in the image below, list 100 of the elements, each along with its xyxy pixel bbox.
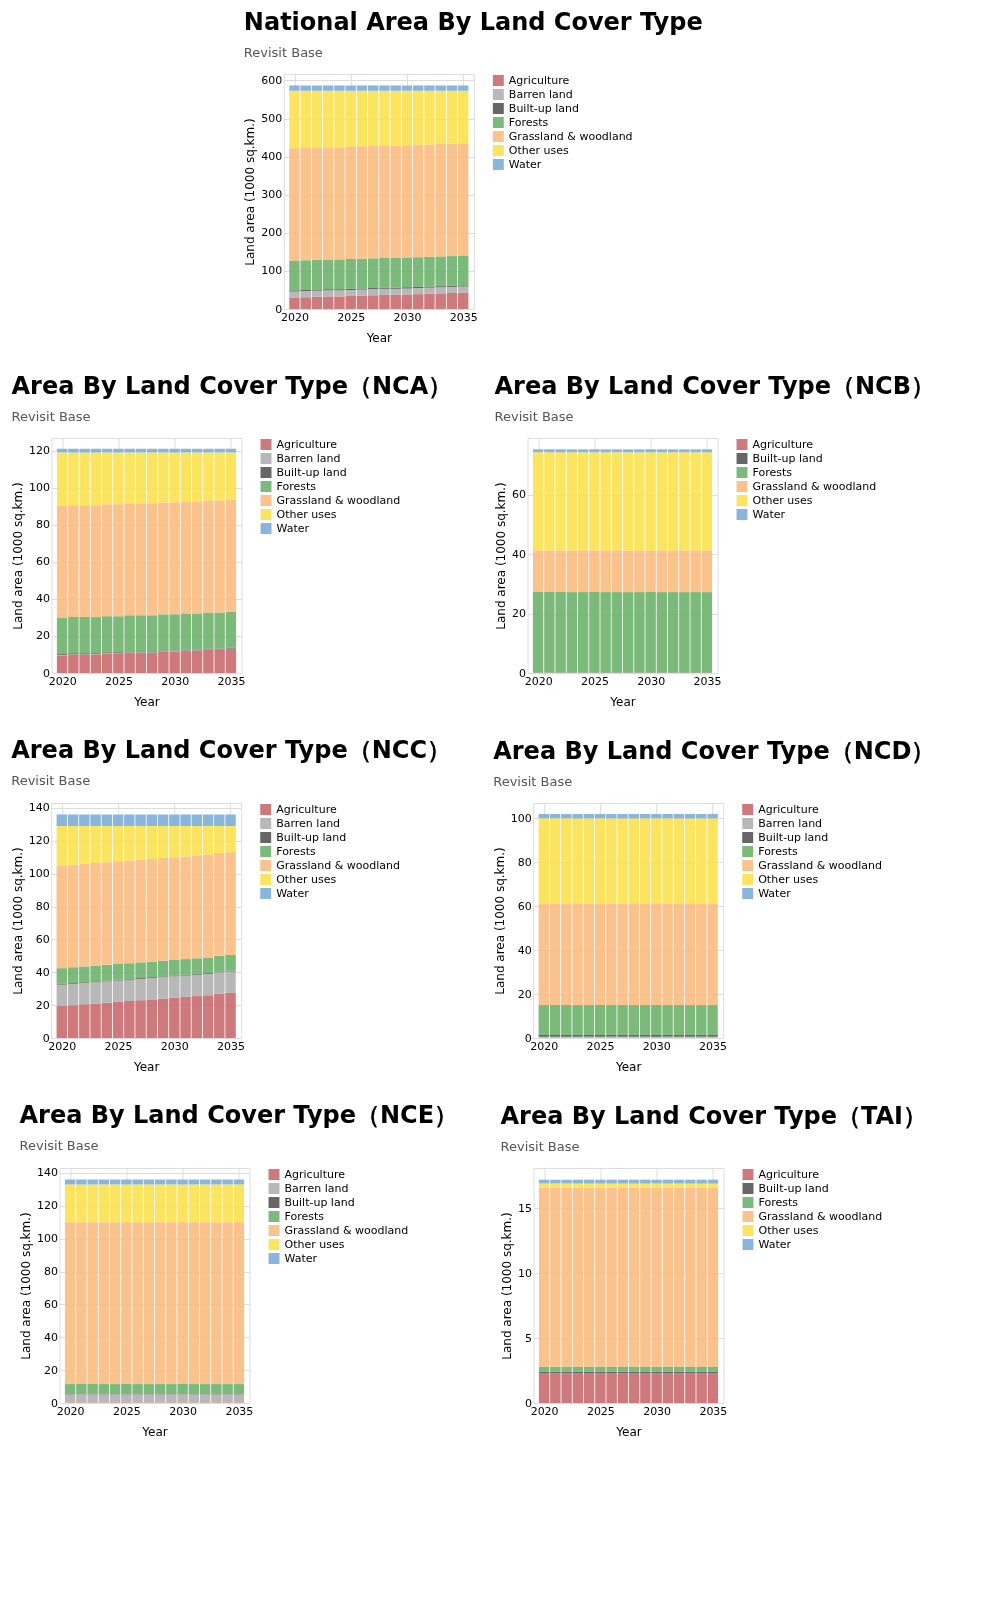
- x-tick-label: 2035: [225, 1404, 254, 1418]
- chart-title: Area By Land Cover Type（NCB）: [494, 372, 935, 400]
- chart-title: Area By Land Cover Type（NCE）: [19, 1100, 459, 1129]
- y-tick-label: 80: [44, 1265, 58, 1279]
- y-tick-label: 40: [35, 965, 50, 979]
- y-tick-label: 15: [518, 1201, 532, 1215]
- legend-label: Agriculture: [284, 1167, 346, 1181]
- x-axis-title: Year: [365, 330, 393, 345]
- legend-label: Forests: [276, 844, 316, 858]
- legend-label: Water: [284, 1251, 318, 1265]
- y-tick-label: 60: [512, 488, 527, 502]
- legend-label: Grassland & woodland: [752, 479, 877, 493]
- y-axis-title: Land area (1000 sq.km.): [492, 847, 507, 995]
- y-axis-title: Land area (1000 sq.km.): [11, 482, 26, 630]
- x-tick-label: 2030: [642, 1039, 671, 1053]
- x-tick-label: 2035: [217, 674, 246, 688]
- y-tick-label: 0: [524, 1031, 532, 1045]
- y-tick-label: 60: [35, 932, 50, 946]
- y-axis-title: Land area (1000 sq.km.): [19, 1212, 34, 1360]
- legend-label: Agriculture: [758, 802, 819, 816]
- legend-label: Other uses: [758, 1223, 819, 1237]
- legend-label: Water: [508, 157, 542, 171]
- legend-label: Barren land: [758, 816, 823, 830]
- chart-title: National Area By Land Cover Type: [243, 8, 703, 36]
- legend-label: Agriculture: [752, 437, 814, 451]
- chart-subtitle: Revisit Base: [500, 1139, 580, 1154]
- y-axis-title: Land area (1000 sq.km.): [500, 1212, 515, 1360]
- x-axis-title: Year: [133, 694, 160, 709]
- y-tick-label: 200: [261, 226, 283, 240]
- y-tick-label: 60: [44, 1297, 58, 1311]
- x-tick-label: 2025: [112, 1404, 141, 1418]
- x-tick-label: 2030: [169, 1404, 198, 1418]
- x-tick-label: 2035: [217, 1039, 246, 1053]
- y-tick-label: 140: [37, 1166, 58, 1180]
- y-tick-label: 120: [37, 1199, 58, 1213]
- y-tick-label: 60: [36, 555, 51, 569]
- x-axis-title: Year: [615, 1424, 642, 1439]
- legend-label: Water: [752, 507, 786, 521]
- x-axis-title: Year: [609, 694, 636, 709]
- y-axis-title: Land area (1000 sq.km.): [243, 118, 258, 266]
- legend-label: Grassland & woodland: [758, 1209, 883, 1223]
- legend-label: Grassland & woodland: [758, 858, 882, 872]
- legend-label: Water: [758, 1237, 792, 1251]
- y-tick-label: 400: [261, 150, 283, 164]
- legend-label: Grassland & woodland: [284, 1223, 409, 1237]
- y-tick-label: 0: [275, 302, 283, 316]
- y-tick-label: 600: [261, 73, 283, 87]
- y-tick-label: 60: [517, 899, 532, 913]
- legend-label: Other uses: [284, 1237, 345, 1251]
- x-tick-label: 2030: [160, 1039, 189, 1053]
- y-tick-label: 120: [28, 834, 50, 848]
- legend-label: Other uses: [758, 872, 819, 886]
- x-tick-label: 2020: [48, 1039, 77, 1053]
- y-tick-label: 120: [29, 444, 51, 458]
- legend-label: Forests: [758, 844, 798, 858]
- x-tick-label: 2025: [586, 1039, 615, 1053]
- legend-label: Built-up land: [508, 101, 579, 115]
- x-tick-label: 2030: [161, 674, 190, 688]
- legend-label: Water: [276, 521, 310, 535]
- x-tick-label: 2035: [449, 310, 478, 324]
- chart-title: Area By Land Cover Type（NCA）: [11, 372, 453, 400]
- legend-label: Agriculture: [276, 437, 338, 451]
- x-tick-label: 2025: [580, 674, 609, 688]
- y-tick-label: 140: [28, 801, 50, 815]
- x-tick-label: 2020: [530, 1404, 559, 1418]
- y-tick-label: 80: [36, 518, 51, 532]
- legend-label: Forests: [752, 465, 793, 479]
- y-tick-label: 40: [512, 547, 527, 561]
- x-tick-label: 2020: [530, 1039, 559, 1053]
- legend-label: Forests: [508, 115, 549, 129]
- legend-label: Built-up land: [276, 465, 347, 479]
- y-tick-label: 0: [519, 666, 527, 680]
- y-tick-label: 80: [35, 900, 50, 914]
- legend-label: Water: [758, 886, 792, 900]
- y-tick-label: 100: [510, 811, 532, 825]
- x-tick-label: 2025: [337, 310, 366, 324]
- y-tick-label: 0: [43, 666, 51, 680]
- y-tick-label: 10: [518, 1266, 532, 1280]
- x-tick-label: 2025: [586, 1404, 615, 1418]
- chart-title: Area By Land Cover Type（NCD）: [493, 737, 936, 765]
- legend-label: Grassland & woodland: [276, 493, 401, 507]
- legend-label: Barren land: [508, 87, 573, 101]
- chart-subtitle: Revisit Base: [11, 772, 91, 788]
- x-axis-title: Year: [141, 1424, 168, 1439]
- legend-label: Agriculture: [508, 73, 570, 87]
- x-tick-label: 2020: [48, 674, 77, 688]
- y-tick-label: 5: [525, 1331, 532, 1345]
- chart-subtitle: Revisit Base: [494, 409, 574, 424]
- x-tick-label: 2020: [524, 674, 553, 688]
- legend-label: Forests: [758, 1195, 799, 1209]
- legend-label: Other uses: [276, 872, 337, 886]
- y-tick-label: 500: [261, 112, 283, 126]
- y-tick-label: 20: [512, 607, 527, 621]
- legend-label: Grassland & woodland: [508, 129, 633, 143]
- y-axis-title: Land area (1000 sq.km.): [10, 847, 25, 995]
- y-tick-label: 0: [51, 1396, 58, 1410]
- y-tick-label: 0: [525, 1396, 532, 1410]
- legend-label: Barren land: [284, 1181, 349, 1195]
- x-axis-title: Year: [614, 1059, 642, 1074]
- legend-label: Other uses: [752, 493, 813, 507]
